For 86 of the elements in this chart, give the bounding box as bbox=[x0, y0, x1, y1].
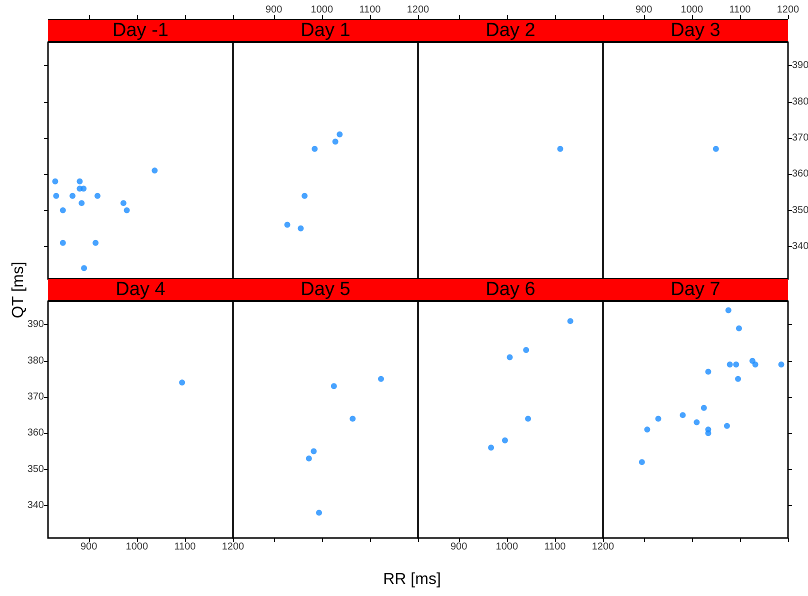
point bbox=[638, 459, 645, 466]
point bbox=[298, 224, 304, 231]
point bbox=[312, 145, 318, 152]
x-axis-title: RR [ms] bbox=[382, 570, 442, 589]
point bbox=[302, 192, 308, 198]
point bbox=[80, 185, 87, 192]
panel-header: Day 6 bbox=[418, 278, 603, 302]
point bbox=[523, 347, 530, 354]
x-tick-label: 1100 bbox=[729, 4, 752, 15]
y-tick-label: 370 bbox=[792, 132, 808, 144]
y-tick-label: 360 bbox=[27, 428, 44, 439]
panel-header: Day 4 bbox=[48, 278, 233, 302]
point bbox=[488, 444, 494, 451]
point bbox=[81, 264, 88, 271]
x-tick-label: 1100 bbox=[174, 542, 196, 553]
point bbox=[152, 167, 158, 174]
x-tick-label: 1100 bbox=[544, 542, 566, 553]
y-tick-label: 360 bbox=[792, 168, 808, 180]
panel-header: Day 5 bbox=[233, 278, 418, 302]
y-tick-label: 390 bbox=[27, 319, 44, 330]
y-tick-label: 340 bbox=[792, 240, 808, 252]
point bbox=[680, 412, 686, 418]
panel-header: Day 7 bbox=[603, 278, 788, 302]
point bbox=[336, 130, 343, 137]
x-tick-label: 1200 bbox=[222, 542, 245, 553]
point bbox=[60, 206, 66, 213]
point bbox=[778, 362, 784, 368]
panel-header: Day 1 bbox=[233, 18, 418, 42]
point bbox=[378, 376, 384, 382]
point bbox=[644, 426, 650, 433]
y-tick-label: 380 bbox=[27, 356, 44, 367]
point bbox=[705, 430, 712, 436]
point bbox=[735, 376, 742, 382]
x-tick-label: 900 bbox=[450, 542, 468, 553]
point bbox=[332, 138, 338, 144]
x-tick-label: 1000 bbox=[126, 542, 148, 553]
point bbox=[502, 438, 508, 444]
point bbox=[736, 326, 742, 332]
point bbox=[700, 405, 707, 412]
point bbox=[52, 178, 58, 184]
x-tick-label: 1000 bbox=[310, 4, 334, 15]
point bbox=[752, 362, 758, 368]
point bbox=[284, 221, 290, 228]
point bbox=[724, 423, 730, 430]
point bbox=[350, 416, 356, 422]
point bbox=[705, 368, 712, 375]
point bbox=[726, 362, 733, 368]
point bbox=[94, 192, 100, 198]
point bbox=[306, 456, 312, 462]
panel-header: Day 3 bbox=[603, 18, 788, 42]
x-tick-label: 900 bbox=[266, 4, 283, 15]
point bbox=[78, 200, 85, 206]
point bbox=[92, 239, 99, 246]
y-tick-label: 390 bbox=[792, 60, 808, 71]
y-tick-label: 370 bbox=[27, 392, 44, 403]
point bbox=[310, 448, 317, 454]
y-axis-title: QT [ms] bbox=[10, 262, 28, 318]
x-tick-label: 1200 bbox=[592, 542, 615, 553]
point bbox=[76, 178, 83, 184]
point bbox=[525, 416, 532, 422]
point bbox=[733, 362, 740, 368]
y-tick-label: 350 bbox=[792, 204, 808, 216]
point bbox=[70, 192, 76, 198]
x-tick-label: 1200 bbox=[776, 4, 800, 15]
point bbox=[655, 416, 662, 422]
x-tick-label: 1100 bbox=[359, 4, 382, 15]
panel-header: Day -1 bbox=[48, 18, 233, 42]
point bbox=[567, 318, 574, 324]
x-tick-label: 1000 bbox=[680, 4, 704, 15]
x-tick-label: 1000 bbox=[496, 542, 518, 553]
point bbox=[316, 510, 322, 516]
point bbox=[725, 307, 732, 314]
x-tick-label: 900 bbox=[636, 4, 653, 15]
y-tick-label: 340 bbox=[27, 500, 44, 512]
point bbox=[694, 420, 700, 426]
y-tick-label: 380 bbox=[792, 96, 808, 107]
x-tick-label: 1200 bbox=[406, 4, 430, 15]
point bbox=[120, 200, 126, 206]
y-tick-label: 350 bbox=[27, 464, 44, 475]
point bbox=[506, 354, 513, 360]
point bbox=[124, 206, 130, 213]
x-tick-label: 900 bbox=[80, 542, 98, 553]
point bbox=[60, 239, 66, 246]
point bbox=[330, 383, 337, 390]
panel-header: Day 2 bbox=[418, 18, 603, 42]
point bbox=[53, 192, 60, 198]
